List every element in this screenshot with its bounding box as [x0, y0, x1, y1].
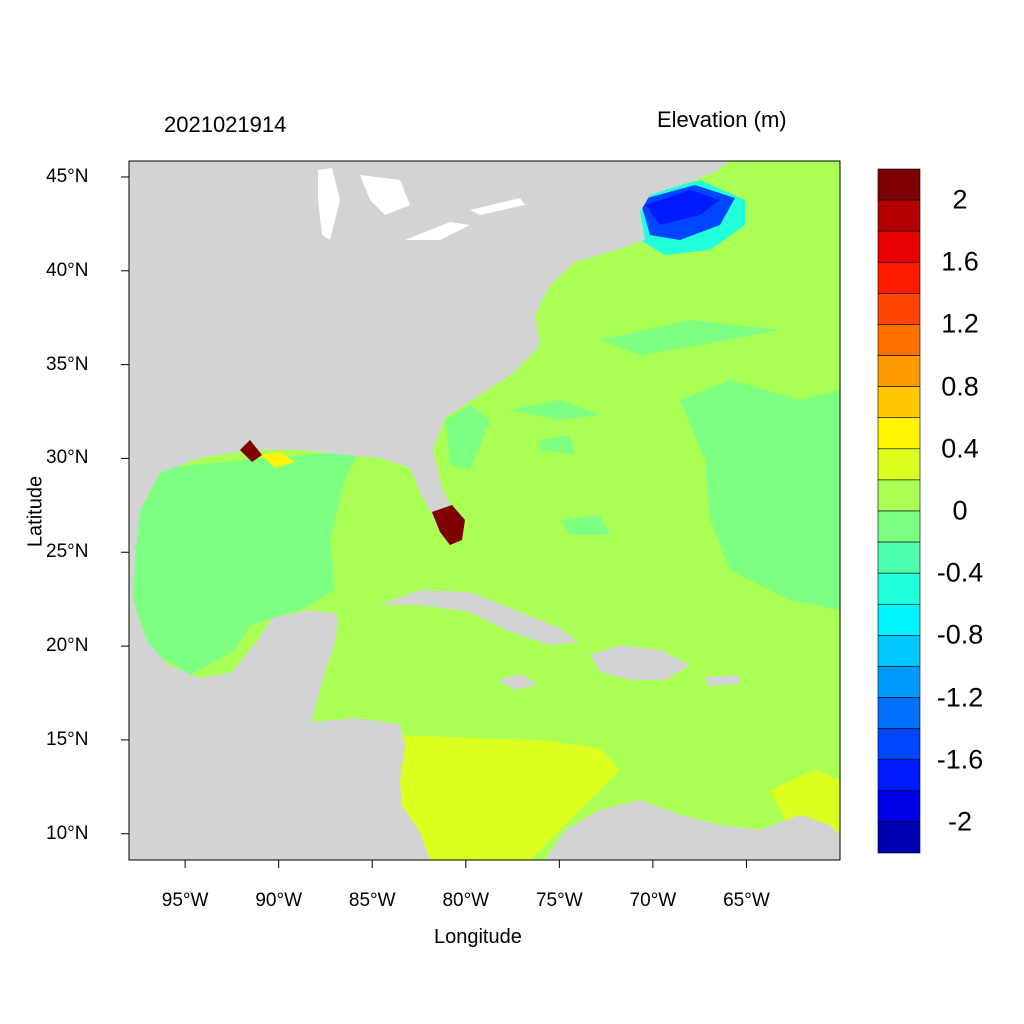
x-tick-label: 80°W [442, 890, 490, 911]
x-tick-label: 65°W [723, 890, 770, 911]
colorbar-bin [877, 603, 921, 636]
colorbar-bin [877, 635, 921, 667]
y-tick-label: 45°N [46, 165, 89, 187]
colorbar [877, 168, 921, 854]
colorbar-bin [877, 759, 921, 792]
colorbar-bin [877, 666, 921, 698]
land-hispaniola [590, 645, 690, 680]
colorbar-label: -2 [947, 806, 973, 837]
colorbar-bin [877, 199, 921, 232]
lake-erie-ontario [405, 198, 525, 240]
map-panel [129, 161, 840, 860]
colorbar-label: 1.2 [941, 308, 979, 339]
colorbar-bin [877, 230, 921, 263]
land-cuba [380, 590, 578, 645]
colorbar-bin [877, 293, 921, 325]
timestamp-title: 2021021914 [164, 112, 287, 137]
colorbar-bin [877, 510, 921, 543]
x-tick-label: 70°W [629, 890, 677, 911]
colorbar-label: -1.6 [936, 744, 984, 775]
colorbar-bin [877, 386, 921, 419]
x-tick-label: 95°W [161, 890, 209, 911]
colorbar-bin [877, 541, 921, 574]
colorbar-bin [877, 417, 921, 450]
colorbar-label: -1.2 [936, 682, 984, 713]
y-tick-label: 25°N [46, 541, 89, 563]
ocean-field-negative [445, 320, 840, 610]
y-tick-label: 20°N [46, 635, 89, 657]
colorbar-bin [877, 168, 921, 201]
colorbar-bin [877, 448, 921, 481]
y-tick-label: 10°N [46, 822, 89, 844]
colorbar-bin [877, 821, 921, 854]
colorbar-label: 2 [952, 184, 968, 215]
colorbar-label: 0.8 [941, 371, 979, 402]
colorbar-label: -0.8 [936, 619, 984, 650]
gulf-of-mexico-field [133, 450, 360, 675]
louisiana-surge-field [240, 440, 262, 462]
x-tick-label: 75°W [535, 890, 583, 911]
colorbar-bin [877, 261, 921, 294]
colorbar-label: 1.6 [941, 246, 979, 277]
colorbar-bin [877, 790, 921, 823]
colorbar-label: -0.4 [936, 557, 984, 588]
y-tick-label: 15°N [46, 728, 89, 750]
colorbar-bin [877, 728, 921, 761]
land-puerto-rico [705, 675, 740, 686]
colorbar-label: 0.4 [941, 433, 979, 464]
florida-surge-field [432, 505, 465, 545]
plot-frame [128, 160, 841, 861]
colorbar-bin [877, 697, 921, 729]
lake-huron [360, 175, 410, 215]
caribbean-field-positive [398, 735, 840, 860]
colorbar-bin [877, 324, 921, 356]
axis-ticks [121, 176, 747, 868]
louisiana-surge-field [262, 452, 295, 468]
land-jamaica [498, 674, 538, 690]
y-tick-label: 30°N [46, 447, 89, 469]
lake-michigan [318, 168, 340, 240]
gulf-of-maine-field [645, 190, 720, 225]
variable-title: Elevation (m) [657, 107, 787, 132]
land-north-america [129, 161, 730, 860]
y-tick-label: 35°N [46, 353, 89, 375]
land-south-america [545, 800, 840, 860]
y-tick-label: 40°N [46, 259, 89, 281]
x-tick-label: 85°W [348, 890, 396, 911]
x-axis-label: Longitude [434, 926, 522, 948]
colorbar-bin [877, 355, 921, 387]
colorbar-label: 0 [952, 495, 968, 526]
colorbar-bin [877, 572, 921, 605]
x-tick-label: 90°W [255, 890, 303, 911]
colorbar-bin [877, 479, 921, 512]
